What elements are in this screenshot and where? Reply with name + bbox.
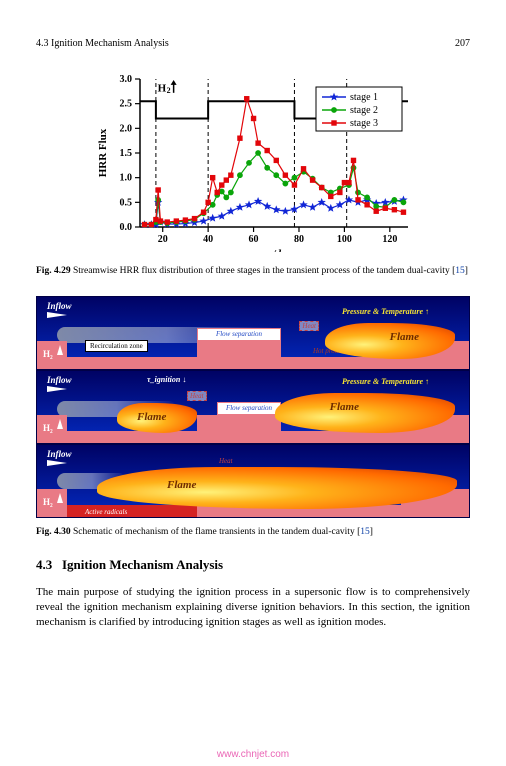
svg-text:0.0: 0.0 bbox=[120, 222, 133, 233]
flame-graphic-2b bbox=[275, 393, 455, 433]
active-radicals-label: Active radicals bbox=[85, 508, 127, 516]
h2-label-3: H₂ bbox=[43, 497, 53, 507]
figure-4-29-label: Fig. 4.29 bbox=[36, 266, 71, 276]
tau-ignition-label: τ_ignition ↓ bbox=[147, 375, 186, 384]
svg-text:stage 2: stage 2 bbox=[350, 105, 378, 116]
svg-text:2.0: 2.0 bbox=[120, 123, 133, 134]
svg-text:0.5: 0.5 bbox=[120, 197, 133, 208]
schematic-panel-3: Inflow H₂ Active radicals Heat Flame bbox=[37, 445, 469, 517]
svg-text:H: H bbox=[158, 82, 167, 94]
figure-4-30-label: Fig. 4.30 bbox=[36, 527, 71, 537]
page-number: 207 bbox=[455, 38, 470, 49]
flame-text: Flame bbox=[390, 331, 419, 343]
svg-text:stage 1: stage 1 bbox=[350, 92, 378, 103]
svg-text:100: 100 bbox=[337, 234, 352, 245]
svg-text:1.5: 1.5 bbox=[120, 148, 133, 159]
svg-text:40: 40 bbox=[203, 234, 213, 245]
figure-4-30: Inflow H₂ Recirculation zone Flow separa… bbox=[36, 296, 470, 518]
figure-4-29-caption: Fig. 4.29 Streamwise HRR flux distributi… bbox=[36, 265, 470, 278]
watermark: www.chnjet.com bbox=[217, 749, 289, 760]
flame-graphic-3 bbox=[97, 467, 457, 509]
svg-text:20: 20 bbox=[158, 234, 168, 245]
svg-text:HRR Flux: HRR Flux bbox=[97, 128, 109, 177]
heat-label-3: Heat bbox=[217, 457, 235, 465]
svg-text:2.5: 2.5 bbox=[120, 99, 133, 110]
inflow-arrow-icon-3 bbox=[47, 460, 67, 466]
flow-separation-label: Flow separation bbox=[197, 328, 281, 341]
citation-15a: 15 bbox=[455, 266, 465, 276]
inflow-label-3: Inflow bbox=[47, 449, 72, 459]
inflow-label: Inflow bbox=[47, 301, 72, 311]
pressure-temperature-label-2: Pressure & Temperature ↑ bbox=[342, 377, 429, 386]
svg-text:stage 3: stage 3 bbox=[350, 118, 378, 129]
section-number: 4.3 bbox=[36, 557, 52, 572]
inflow-arrow-icon-2 bbox=[47, 386, 67, 392]
svg-text:x/d: x/d bbox=[266, 248, 282, 252]
svg-text:1.0: 1.0 bbox=[120, 173, 133, 184]
svg-text:120: 120 bbox=[382, 234, 397, 245]
flame-text-2a: Flame bbox=[137, 411, 166, 423]
hrr-flux-chart: 0.0 0.5 1.0 1.5 2.0 2.5 3.0 20 40 60 80 100 120 x/d HR… bbox=[88, 67, 418, 252]
h2-label: H₂ bbox=[43, 349, 53, 359]
flame-text-2b: Flame bbox=[330, 401, 359, 413]
running-header-left: 4.3 Ignition Mechanism Analysis bbox=[36, 38, 169, 49]
inflow-arrow-icon bbox=[47, 312, 67, 318]
h2-arrow-icon-2 bbox=[57, 419, 63, 429]
inflow-label-2: Inflow bbox=[47, 375, 72, 385]
svg-text:2: 2 bbox=[167, 86, 171, 95]
recirculation-label: Recirculation zone bbox=[85, 340, 148, 352]
figure-4-29: 0.0 0.5 1.0 1.5 2.0 2.5 3.0 20 40 60 80 100 120 x/d HR… bbox=[36, 67, 470, 257]
section-title-text: Ignition Mechanism Analysis bbox=[62, 557, 223, 572]
h2-arrow-icon bbox=[57, 345, 63, 355]
h2-label-2: H₂ bbox=[43, 423, 53, 433]
section-heading: 4.3 Ignition Mechanism Analysis bbox=[36, 557, 470, 573]
mid-block bbox=[197, 341, 281, 369]
svg-text:3.0: 3.0 bbox=[120, 74, 133, 85]
svg-text:80: 80 bbox=[294, 234, 304, 245]
schematic-panel-1: Inflow H₂ Recirculation zone Flow separa… bbox=[37, 297, 469, 369]
heat-label: Heat bbox=[299, 321, 319, 331]
flame-text-3: Flame bbox=[167, 479, 196, 491]
heat-label-2: Heat bbox=[187, 391, 207, 401]
schematic-panel-2: Inflow H₂ τ_ignition ↓ Flow separation H… bbox=[37, 371, 469, 443]
pressure-temperature-label: Pressure & Temperature ↑ bbox=[342, 307, 429, 316]
h2-arrow-icon-3 bbox=[57, 493, 63, 503]
body-paragraph: The main purpose of studying the ignitio… bbox=[36, 585, 470, 631]
cavity-floor bbox=[67, 357, 197, 369]
figure-4-30-caption: Fig. 4.30 Schematic of mechanism of the … bbox=[36, 526, 470, 539]
flow-separation-label-2: Flow separation bbox=[217, 402, 281, 415]
citation-15b: 15 bbox=[360, 527, 370, 537]
svg-text:60: 60 bbox=[249, 234, 259, 245]
